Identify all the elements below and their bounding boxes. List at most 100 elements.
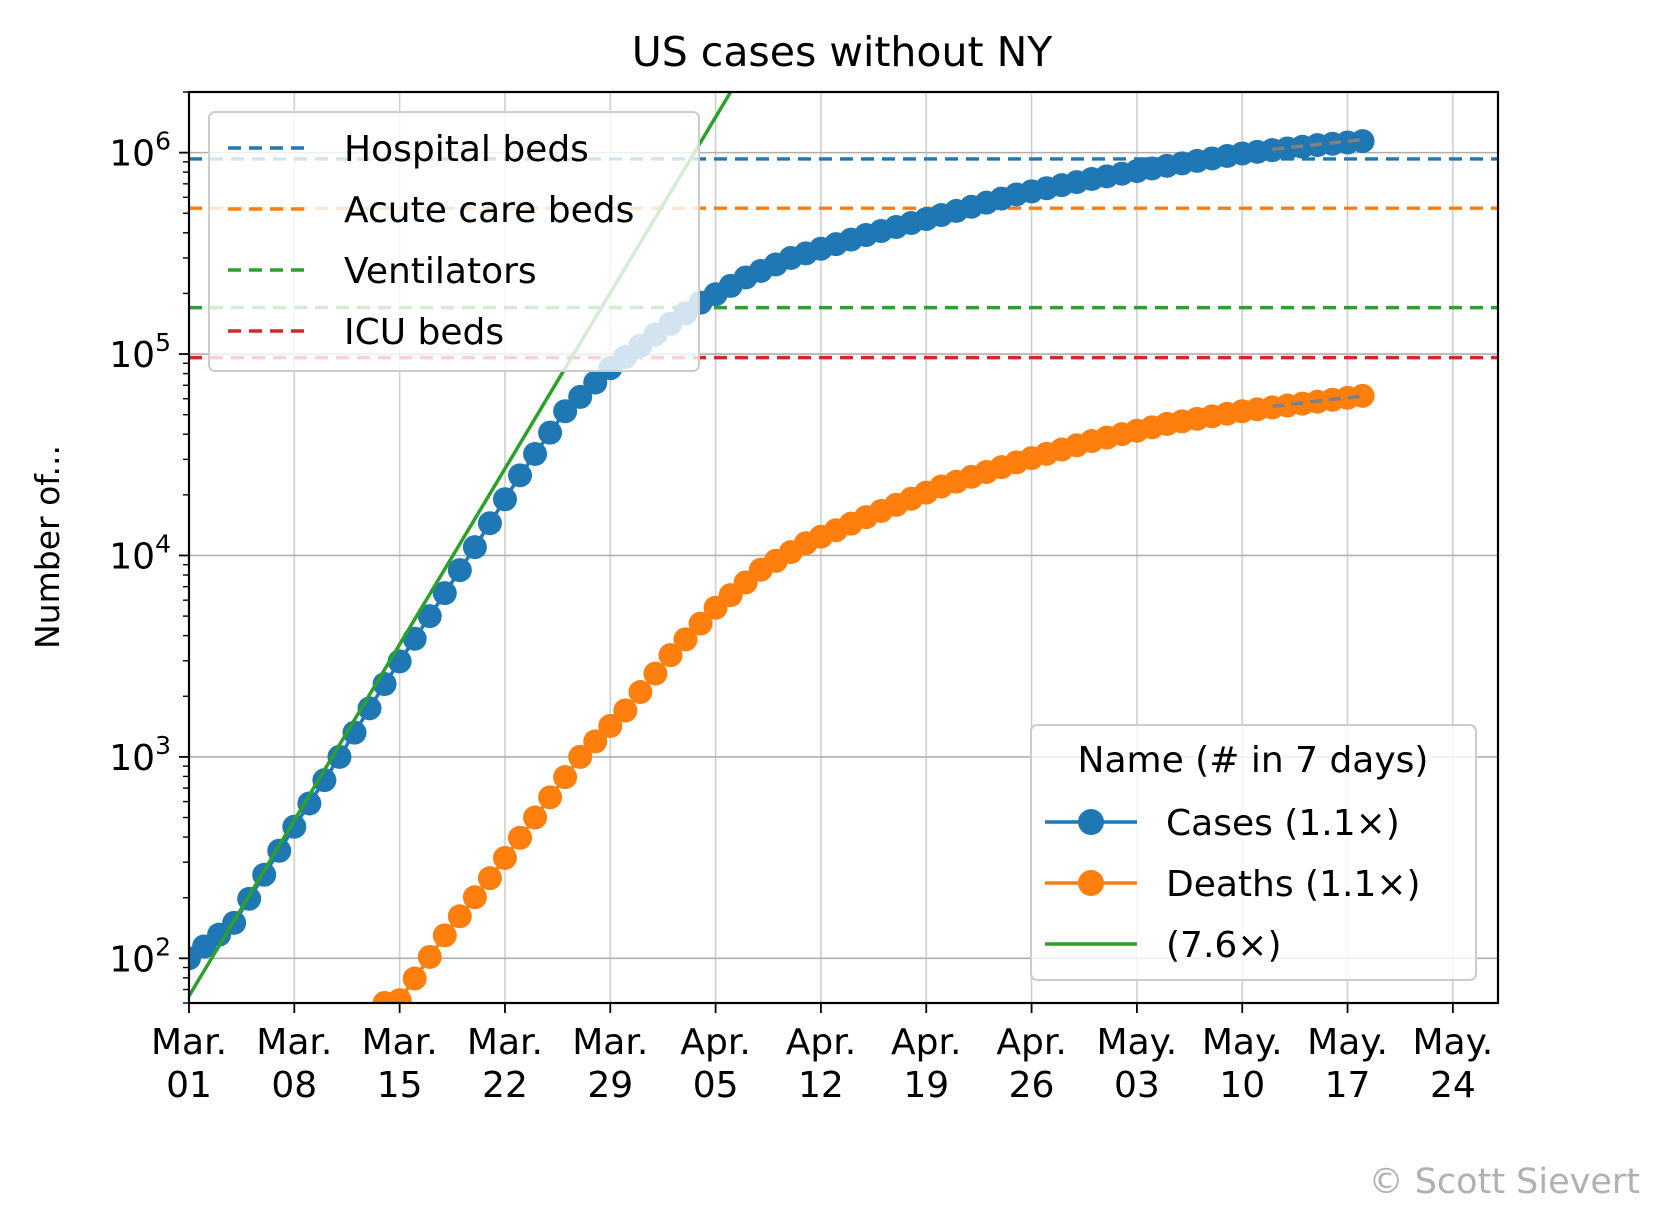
x-tick-label-month: May.: [1412, 1022, 1493, 1063]
x-tick-label-day: 22: [482, 1065, 528, 1106]
y-tick-base: 10: [109, 335, 155, 376]
legend-label: Acute care beds: [344, 190, 634, 231]
credit-text: © Scott Sievert: [1369, 1162, 1640, 1202]
data-point: [402, 966, 427, 991]
data-point: [643, 661, 668, 686]
legend-marker: [1078, 870, 1104, 896]
data-point: [492, 487, 517, 512]
data-point: [613, 698, 638, 723]
data-point: [387, 988, 412, 1003]
data-point: [568, 744, 593, 769]
x-tick-label-month: Mar.: [572, 1022, 648, 1063]
data-point: [523, 441, 548, 466]
y-tick-exponent: 6: [155, 127, 171, 156]
x-tick-label-day: 15: [377, 1065, 423, 1106]
x-tick-label-month: Apr.: [996, 1022, 1066, 1063]
data-point: [523, 805, 548, 830]
y-tick-base: 10: [109, 134, 155, 175]
data-point: [628, 680, 653, 705]
legend-series: Name (# in 7 days) Cases (1.1×) Deaths (1.…: [1030, 724, 1477, 981]
x-tick-label-day: 10: [1219, 1065, 1265, 1106]
data-point: [688, 611, 713, 636]
y-tick-label: 103: [109, 731, 171, 779]
legend-label: Hospital beds: [344, 129, 589, 170]
forecast-line: [1272, 137, 1363, 151]
y-tick-exponent: 3: [155, 731, 171, 760]
x-tick-label-month: May.: [1307, 1022, 1388, 1063]
x-tick-label-month: May.: [1202, 1022, 1283, 1063]
data-point: [462, 885, 487, 910]
series: [189, 92, 1375, 1003]
y-tick-label: 104: [109, 529, 171, 577]
x-tick-label-month: Apr.: [680, 1022, 750, 1063]
chart-title: US cases without NY: [632, 28, 1054, 76]
data-point: [432, 581, 457, 606]
x-tick-label-day: 29: [587, 1065, 633, 1106]
x-tick-label-day: 01: [166, 1065, 212, 1106]
y-tick-label: 106: [109, 127, 171, 175]
data-point: [568, 384, 593, 409]
data-point: [477, 511, 502, 536]
x-tick-label-month: Mar.: [467, 1022, 543, 1063]
data-point: [658, 643, 683, 668]
x-tick-label-day: 17: [1325, 1065, 1371, 1106]
data-point: [538, 420, 563, 445]
legend-box: [1030, 724, 1477, 981]
x-tick-label-day: 19: [903, 1065, 949, 1106]
legend-label: Ventilators: [344, 251, 537, 292]
data-point: [508, 463, 533, 488]
y-tick-exponent: 4: [155, 529, 171, 558]
data-point: [312, 768, 337, 793]
legend-label: (7.6×): [1166, 925, 1282, 966]
data-point: [538, 785, 563, 810]
y-tick-base: 10: [109, 536, 155, 577]
x-tick-label-month: Mar.: [151, 1022, 227, 1063]
data-point: [673, 627, 698, 652]
forecast-line: [1272, 394, 1363, 409]
forecast-lines: [1272, 137, 1363, 409]
data-point: [583, 729, 608, 754]
y-tick-base: 10: [109, 939, 155, 980]
y-tick-exponent: 2: [155, 932, 171, 961]
x-tick-label-day: 05: [693, 1065, 739, 1106]
data-point: [327, 744, 352, 769]
data-point: [553, 399, 578, 424]
x-tick-label-month: Mar.: [256, 1022, 332, 1063]
data-point: [447, 904, 472, 929]
data-point: [508, 825, 533, 850]
y-tick-label: 102: [109, 932, 171, 980]
data-point: [583, 370, 608, 395]
y-tick-exponent: 5: [155, 328, 171, 357]
plot-area: [187, 90, 1500, 1005]
x-tick-label-day: 03: [1114, 1065, 1160, 1106]
data-point: [553, 765, 578, 790]
x-tick-label-month: Mar.: [362, 1022, 438, 1063]
legend-label: ICU beds: [344, 312, 504, 353]
y-axis-label: Number of...: [28, 445, 67, 649]
data-point: [447, 558, 472, 583]
y-tick-base: 10: [109, 738, 155, 779]
data-point: [1350, 383, 1375, 408]
x-tick-label-day: 24: [1430, 1065, 1476, 1106]
legend-label: Deaths (1.1×): [1166, 864, 1421, 905]
x-tick-label-month: Apr.: [786, 1022, 856, 1063]
data-point: [598, 713, 623, 738]
data-point: [492, 845, 517, 870]
data-point: [1350, 129, 1375, 154]
data-point: [462, 535, 487, 560]
x-axis: Mar.01Mar.08Mar.15Mar.22Mar.29Apr.05Apr.…: [151, 1003, 1493, 1106]
x-tick-label-month: Apr.: [891, 1022, 961, 1063]
x-tick-label-month: May.: [1097, 1022, 1178, 1063]
y-tick-label: 105: [109, 328, 171, 376]
data-point: [297, 791, 322, 816]
legend-label: Cases (1.1×): [1166, 803, 1400, 844]
legend-marker: [1078, 809, 1104, 835]
x-tick-label-day: 12: [798, 1065, 844, 1106]
legend-title: Name (# in 7 days): [1078, 740, 1429, 781]
data-point: [477, 866, 502, 891]
x-tick-label-day: 08: [271, 1065, 317, 1106]
x-tick-label-day: 26: [1009, 1065, 1055, 1106]
data-point: [417, 944, 442, 969]
